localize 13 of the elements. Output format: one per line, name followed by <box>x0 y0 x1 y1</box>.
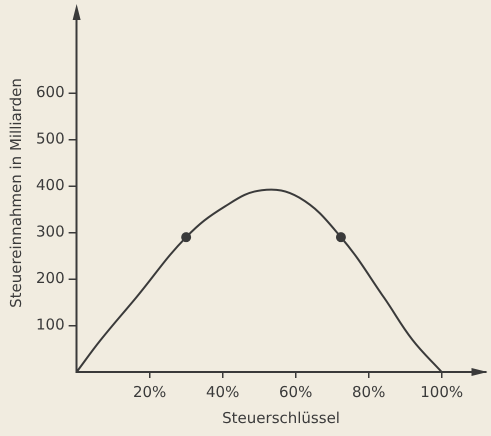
x-axis-title: Steuerschlüssel <box>222 408 340 427</box>
y-tick-label: 400 <box>36 176 65 194</box>
y-tick-label: 600 <box>36 82 65 101</box>
y-tick-label: 300 <box>36 222 65 240</box>
x-tick-label: 60% <box>278 382 312 401</box>
x-tick-label: 100% <box>420 382 464 401</box>
y-tick-label: 500 <box>36 129 65 148</box>
y-axis-title: Steuereinnahmen in Milliarden <box>6 78 25 308</box>
x-tick-label: 80% <box>352 382 386 401</box>
x-tick-label: 20% <box>132 382 166 401</box>
x-tick-label: 40% <box>206 382 240 401</box>
y-tick-label: 200 <box>36 268 65 287</box>
y-tick-label: 100 <box>36 315 65 334</box>
